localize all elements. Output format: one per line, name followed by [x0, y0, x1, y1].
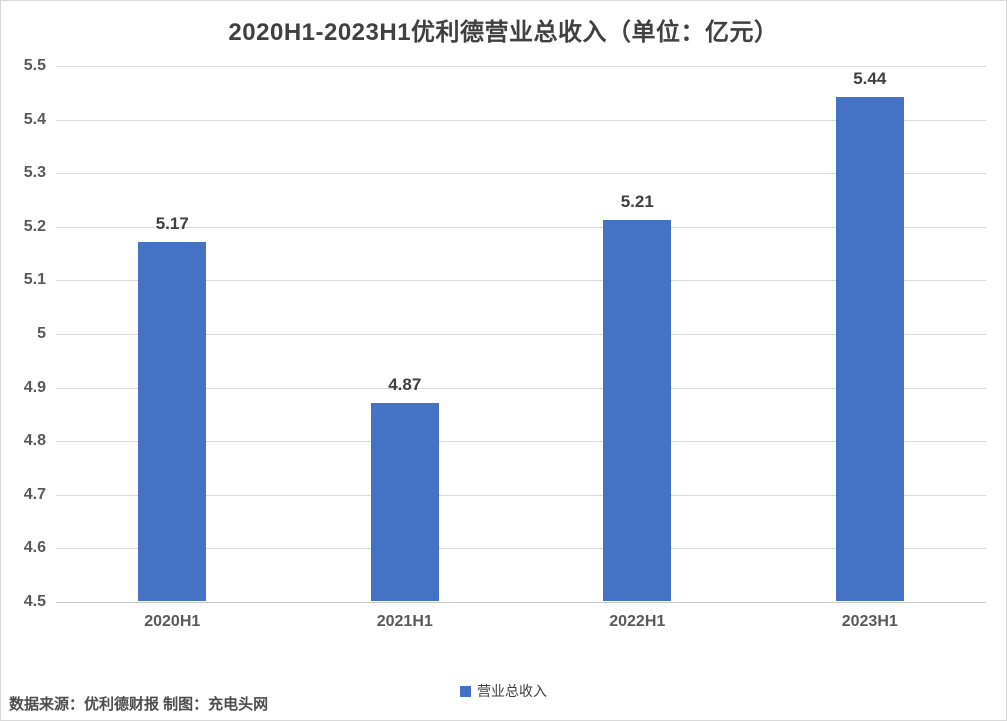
legend-label: 营业总收入 — [477, 683, 547, 699]
x-axis-line — [56, 602, 986, 603]
x-axis: 2020H1 2021H1 2022H1 2023H1 — [56, 613, 986, 639]
legend-swatch-icon — [460, 685, 471, 697]
y-tick-label: 4.9 — [23, 378, 46, 396]
y-tick-label: 5.1 — [23, 271, 46, 289]
gridline — [56, 334, 986, 335]
gridline — [56, 494, 986, 496]
y-tick-label: 5.3 — [23, 164, 46, 182]
gridline — [56, 548, 986, 550]
x-tick-label-2021H1: 2021H1 — [376, 613, 433, 630]
bar-2023H1 — [835, 97, 904, 601]
y-tick-label: 5 — [37, 325, 46, 342]
gridline — [56, 226, 986, 228]
y-axis: 5.5 5.4 5.3 5.2 5.1 5 4.9 4.8 4.7 4.6 4.5 — [1, 57, 46, 610]
y-tick-label: 4.6 — [23, 539, 46, 557]
source-note: 数据来源：优利德财报 制图：充电头网 — [9, 696, 269, 713]
gridline — [56, 280, 986, 282]
x-tick-label-2023H1: 2023H1 — [841, 613, 898, 630]
chart-title: 2020H1-2023H1优利德营业总收入（单位：亿元） — [228, 19, 779, 46]
x-tick-label-2022H1: 2022H1 — [609, 613, 666, 630]
gridline — [56, 173, 986, 175]
y-tick-label: 4.5 — [23, 593, 46, 610]
gridline — [56, 387, 986, 389]
plot-area: 5.17 4.87 5.21 5.44 — [56, 66, 986, 603]
gridline — [56, 66, 986, 67]
y-tick-label: 5.2 — [23, 217, 46, 235]
value-label-2021H1: 4.87 — [388, 374, 422, 394]
y-tick-label: 4.7 — [23, 485, 46, 503]
bar-2020H1 — [138, 241, 207, 601]
bar-2022H1 — [603, 220, 672, 601]
value-label-2022H1: 5.21 — [620, 192, 654, 212]
bar-2021H1 — [370, 402, 439, 601]
value-label-2020H1: 5.17 — [155, 213, 189, 233]
x-tick-label-2020H1: 2020H1 — [144, 613, 201, 630]
value-label-2023H1: 5.44 — [853, 69, 887, 89]
y-tick-label: 5.5 — [23, 57, 46, 74]
y-tick-label: 5.4 — [23, 110, 46, 128]
gridline — [56, 441, 986, 443]
y-tick-label: 4.8 — [23, 432, 46, 450]
gridline — [56, 119, 986, 121]
legend: 营业总收入 — [1, 681, 1006, 701]
